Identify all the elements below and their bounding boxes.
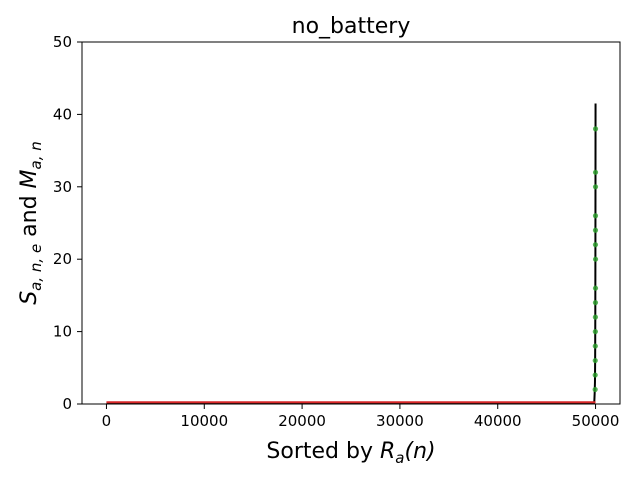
y-tick-label: 20 [53,250,72,268]
data-point [592,213,599,219]
y-tick-label: 10 [53,323,72,341]
data-point [592,256,599,262]
data-point [592,169,599,175]
y-axis-label: Sa, n, e and Ma, n [17,141,45,305]
data-point [592,357,598,364]
x-axis-ticks: 0 10000 20000 30000 40000 50000 [102,404,620,430]
y-axis-ticks: 0 10 20 30 40 50 [53,33,82,413]
series-layer [106,103,599,405]
x-tick-label: 50000 [572,412,620,430]
y-axis-label-s: S [17,291,42,305]
y-tick-label: 50 [53,33,72,51]
data-point [592,372,598,378]
x-axis-label-tail: (n) [404,439,435,464]
chart-title: no_battery [292,14,411,39]
data-point [592,314,598,320]
x-tick-label: 30000 [376,412,424,430]
y-axis-label-joiner: and [17,188,42,243]
x-tick-label: 40000 [474,412,522,430]
x-axis-label-subscript: a [395,449,404,467]
x-tick-label: 20000 [278,412,326,430]
x-axis-label-symbol: R [380,439,395,464]
data-point [592,300,599,306]
data-point [592,126,599,132]
y-axis-label-s-subscript: a, n, e [27,244,45,291]
plot-frame [81,41,621,405]
data-point [592,285,599,291]
data-point [592,242,599,248]
x-tick-label: 10000 [180,412,228,430]
y-axis-label-m: M [17,169,42,188]
data-point [592,386,598,393]
y-tick-label: 0 [62,395,72,413]
data-point [592,343,598,349]
y-tick-label: 40 [53,105,72,123]
series-line-0 [106,103,597,405]
y-tick-label: 30 [53,178,72,196]
x-tick-label: 0 [102,412,112,430]
y-axis-label-m-subscript: a, n [27,141,45,169]
x-axis-label-prefix: Sorted by [266,439,380,464]
x-axis-label: Sorted by Ra(n) [266,439,435,467]
data-point [592,184,599,190]
data-point [592,329,598,335]
data-point [592,227,599,233]
